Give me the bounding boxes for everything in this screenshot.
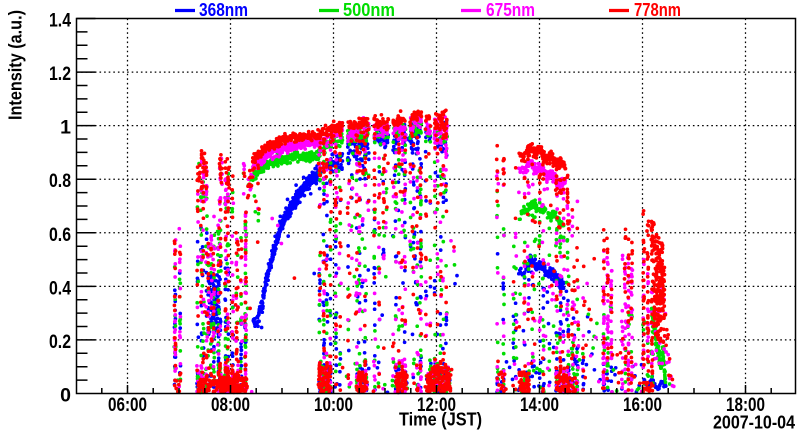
svg-text:1.4: 1.4: [49, 10, 71, 32]
svg-text:12:00: 12:00: [417, 395, 456, 416]
svg-text:Time (JST): Time (JST): [399, 410, 482, 430]
svg-text:06:00: 06:00: [108, 395, 147, 416]
svg-text:16:00: 16:00: [623, 395, 662, 416]
svg-text:10:00: 10:00: [314, 395, 353, 416]
svg-text:1: 1: [60, 117, 71, 139]
svg-text:0.4: 0.4: [49, 277, 71, 299]
svg-text:14:00: 14:00: [520, 395, 559, 416]
svg-text:368nm: 368nm: [199, 0, 248, 20]
svg-text:Intensity (a.u.): Intensity (a.u.): [6, 10, 26, 120]
svg-text:08:00: 08:00: [211, 395, 250, 416]
svg-text:778nm: 778nm: [634, 0, 681, 20]
svg-text:0.6: 0.6: [49, 224, 71, 246]
svg-text:18:00: 18:00: [726, 395, 765, 416]
svg-text:0.8: 0.8: [49, 170, 71, 192]
svg-text:0: 0: [60, 385, 71, 407]
svg-text:1.2: 1.2: [49, 63, 71, 85]
svg-text:675nm: 675nm: [486, 0, 535, 20]
svg-text:2007-10-04: 2007-10-04: [713, 413, 795, 433]
svg-text:0.2: 0.2: [49, 331, 71, 353]
svg-text:500nm: 500nm: [343, 0, 395, 20]
